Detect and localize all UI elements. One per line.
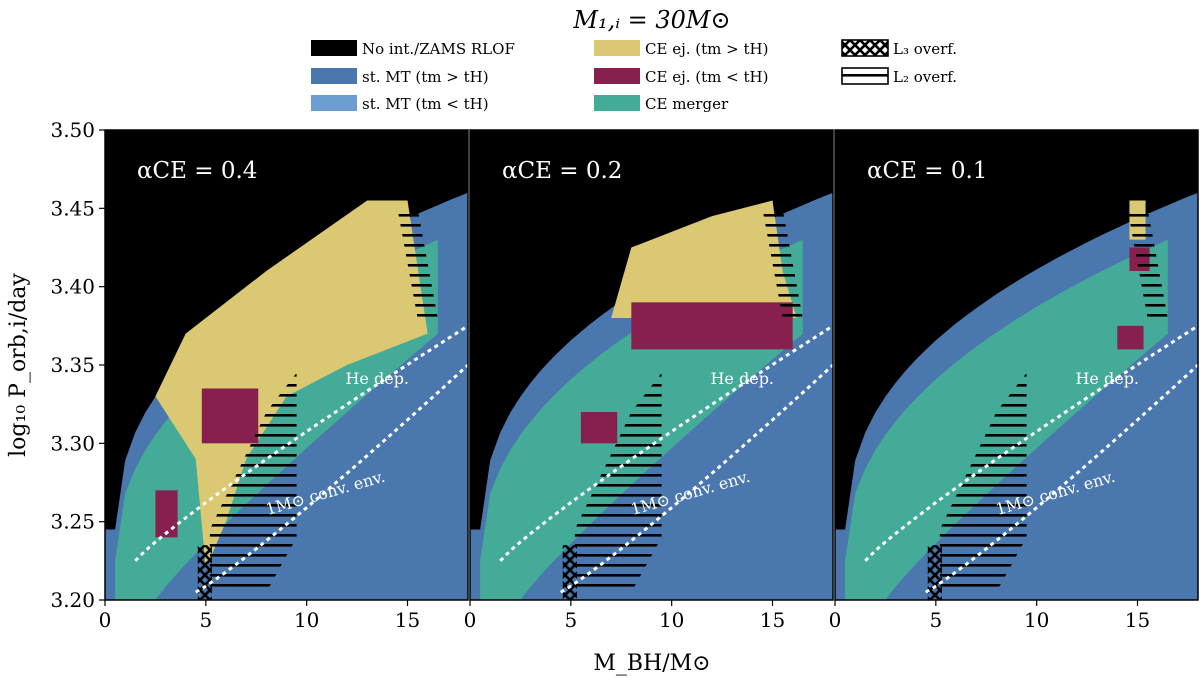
legend-label-ce-ej-long: CE ej. (tm > tH) — [645, 40, 768, 58]
panel-0 — [105, 130, 468, 600]
panel-label-1: αCE = 0.2 — [502, 158, 622, 184]
legend-swatch-ce-ej-long — [594, 40, 640, 56]
region-ce-ejection-short-2 — [1117, 325, 1144, 350]
legend-swatch-l3 — [841, 39, 889, 57]
legend-label-ce-ej-short: CE ej. (tm < tH) — [645, 68, 768, 86]
legend: No int./ZAMS RLOF st. MT (tm > tH) st. M… — [311, 39, 957, 113]
region-ce-ejection-long — [611, 200, 797, 318]
x-tick-label-1-3: 15 — [760, 608, 785, 632]
x-tick-label-1-1: 5 — [564, 608, 577, 632]
x-tick-label-1-0: 0 — [464, 608, 477, 632]
legend-swatch-no-int — [311, 40, 357, 56]
region-l3-overflow — [927, 545, 942, 600]
legend-swatch-l2 — [841, 67, 889, 85]
boundary-he-depletion — [134, 324, 468, 562]
region-l3-overflow — [197, 545, 212, 600]
legend-label-stable-short: st. MT (tm < tH) — [362, 95, 489, 113]
annotation-he-dep-1: He dep. — [710, 369, 774, 388]
panel-label-2: αCE = 0.1 — [867, 158, 987, 184]
legend-swatch-stable-short — [311, 95, 357, 111]
x-tick-label-0-3: 15 — [395, 608, 420, 632]
x-tick-label-2-3: 15 — [1125, 608, 1150, 632]
annotation-he-dep-0: He dep. — [345, 369, 409, 388]
legend-swatch-stable-long — [311, 68, 357, 84]
y-tick-label-4: 3.40 — [50, 275, 95, 299]
legend-label-no-int: No int./ZAMS RLOF — [362, 40, 515, 58]
panel-frame-2 — [834, 129, 1199, 601]
legend-swatch-ce-merger — [594, 95, 640, 111]
y-tick-label-2: 3.30 — [50, 431, 95, 455]
x-tick-label-2-0: 0 — [829, 608, 842, 632]
region-ce-ejection-short-2 — [580, 412, 618, 444]
region-l2-overflow — [939, 372, 1027, 593]
x-tick-label-0-0: 0 — [99, 608, 112, 632]
legend-swatch-ce-ej-short — [594, 68, 640, 84]
y-tick-label-1: 3.25 — [50, 510, 95, 534]
legend-label-l2: L₂ overf. — [893, 68, 957, 86]
region-ce-ejection-short-2 — [155, 490, 178, 538]
x-tick-label-0-1: 5 — [199, 608, 212, 632]
y-tick-label-3: 3.35 — [50, 353, 95, 377]
region-l2-overflow-2 — [762, 208, 803, 318]
boundary-he-depletion — [864, 324, 1198, 562]
panel-label-0: αCE = 0.4 — [137, 158, 257, 184]
legend-label-l3: L₃ overf. — [893, 40, 957, 58]
x-tick-label-1-2: 10 — [659, 608, 684, 632]
region-l2-overflow-2 — [1127, 208, 1168, 318]
y-tick-label-0: 3.20 — [50, 588, 95, 612]
panel-1 — [470, 130, 833, 600]
figure-title: M₁,ᵢ = 30M⊙ — [572, 6, 730, 34]
boundary-he-depletion — [499, 324, 833, 562]
region-ce-ejection-short — [201, 388, 259, 444]
region-l2-overflow — [209, 372, 297, 593]
region-l3-overflow — [562, 545, 577, 600]
panel-frame-1 — [469, 129, 834, 601]
region-l2-overflow — [574, 372, 662, 593]
legend-label-stable-long: st. MT (tm > tH) — [362, 68, 489, 86]
panel-2 — [835, 130, 1198, 600]
region-ce-ejection-short — [631, 302, 793, 350]
legend-label-ce-merger: CE merger — [645, 95, 729, 113]
region-l2-overflow-2 — [397, 208, 438, 318]
x-tick-label-0-2: 10 — [294, 608, 319, 632]
annotation-he-dep-2: He dep. — [1075, 369, 1139, 388]
y-tick-label-5: 3.45 — [50, 196, 95, 220]
x-tick-label-2-2: 10 — [1024, 608, 1049, 632]
y-axis-label: log₁₀ P_orb,i/day — [6, 273, 31, 457]
y-tick-label-6: 3.50 — [50, 118, 95, 142]
x-axis-label: M_BH/M⊙ — [593, 651, 710, 676]
x-tick-label-2-1: 5 — [929, 608, 942, 632]
